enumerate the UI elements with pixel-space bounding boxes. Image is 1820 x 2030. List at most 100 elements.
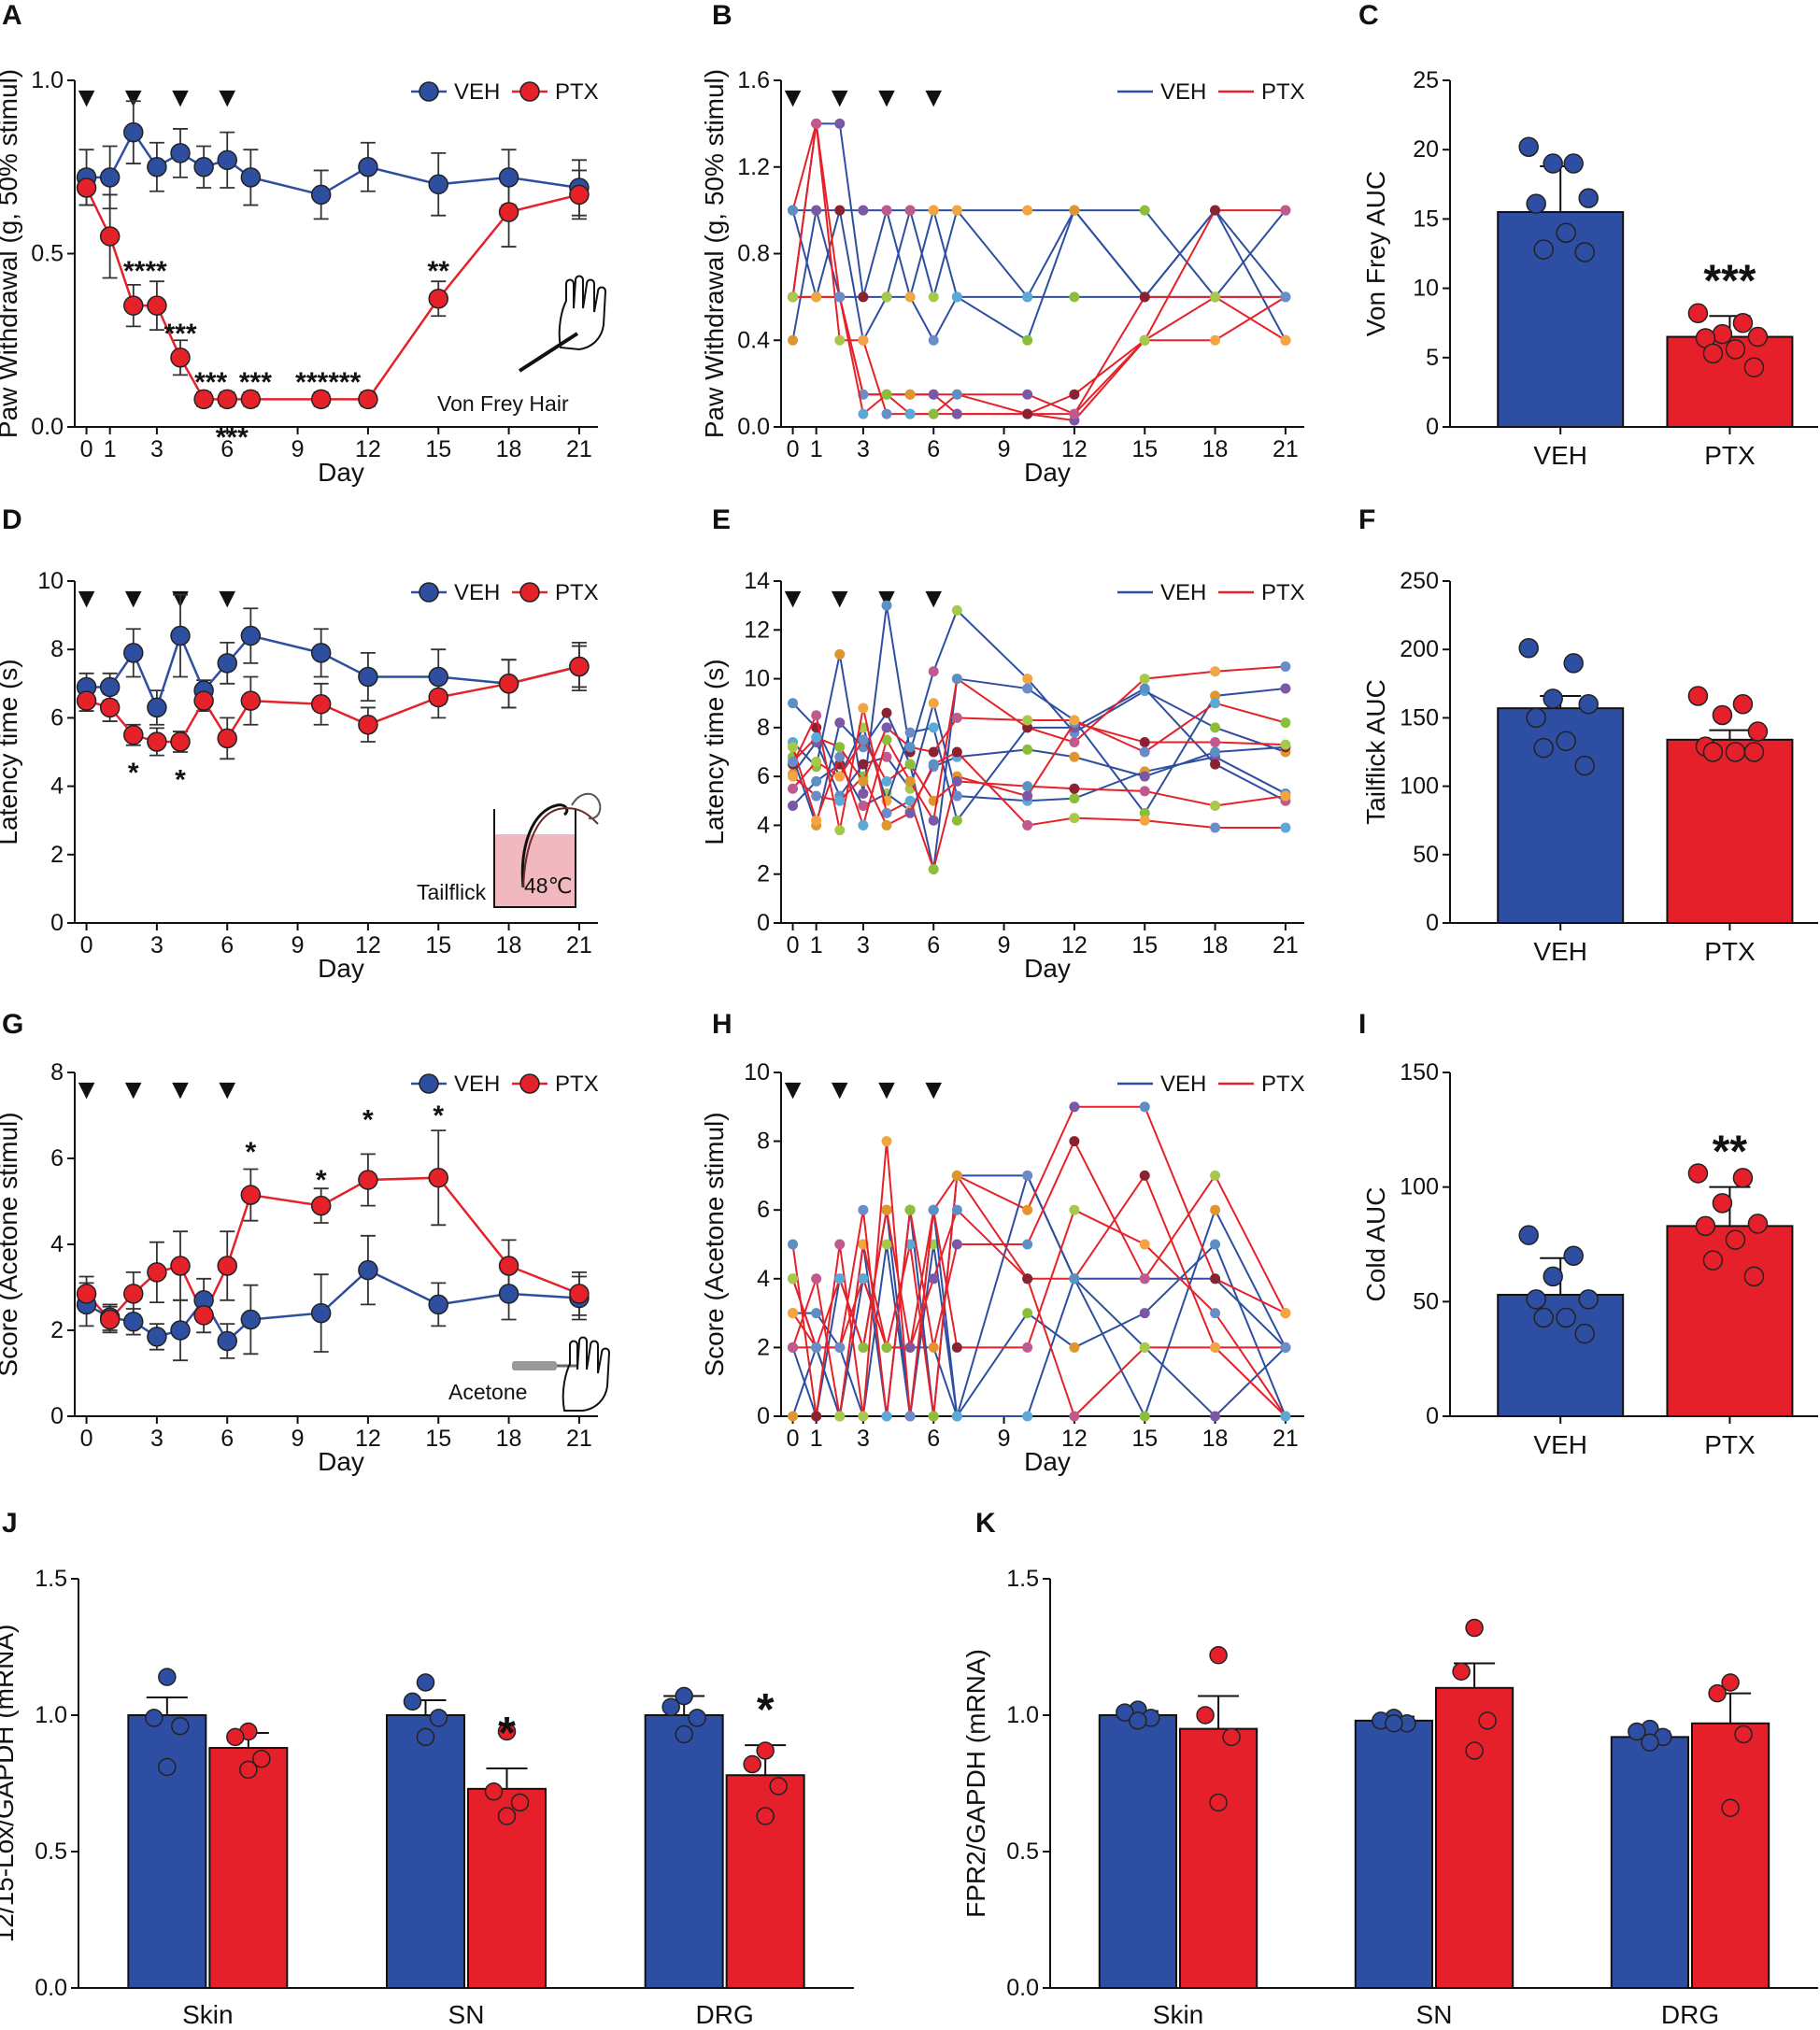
panel-a-x-tick-label: 6 [220,436,234,462]
data-point-veh [1210,759,1221,770]
panel-a-y-tick-label: 0.5 [31,241,64,267]
data-point-veh [1210,746,1221,758]
data-point-veh [928,291,939,303]
panel-b-x-tick-label: 21 [1273,436,1299,462]
mean-point-veh [310,1302,332,1324]
data-point-veh [1518,136,1539,157]
data-point-ptx [788,291,799,303]
data-point-ptx [788,1273,799,1285]
vonfrey-label: Von Frey Hair [437,391,569,416]
data-point-veh [145,1709,164,1727]
panel-e-x-tick-label: 21 [1273,932,1299,958]
panel-d-y-tick-label: 6 [50,704,64,731]
panel-k-fpr2-mrna: 0.0 0.5 1.0 1.5 FPR2/GAPDH (mRNA) Skin SN DRG [961,1566,1818,2029]
data-point-ptx [1687,303,1709,324]
panel-h-x-tick-label: 21 [1273,1426,1299,1452]
significance-label: * [433,1100,444,1131]
mean-point-ptx [170,731,191,752]
data-point-ptx [743,1754,761,1774]
data-point-veh [788,1411,799,1422]
panel-b-x-tick-label: 15 [1131,436,1158,462]
panel-b-x-tick-label: 12 [1061,436,1088,462]
data-point-ptx [928,1342,939,1353]
data-point-veh [928,334,939,346]
data-point-ptx [510,1793,530,1812]
mean-point-ptx [193,389,214,410]
data-point-ptx [1022,1342,1033,1353]
data-point-ptx [1069,408,1080,419]
data-point-ptx [1743,742,1765,762]
data-point-veh [858,205,869,216]
panel-h-y-tick-label: 2 [757,1334,770,1360]
data-point-veh [1526,1289,1546,1310]
data-point-ptx [951,408,962,419]
bar-veh-skin [1098,1714,1178,1989]
panel-g-y-tick-label: 0 [50,1403,64,1429]
panel-c-vonfrey-auc: 0 5 10 15 20 25 Von Frey AUC VEH PTX *** [1361,67,1818,470]
data-point-ptx [928,1411,939,1422]
data-point-ptx [484,1782,504,1801]
mean-point-ptx [170,1256,191,1276]
panel-h-x-tick-label: 12 [1061,1426,1088,1452]
bar-veh-sn [386,1714,465,1989]
data-point-ptx [904,1411,916,1422]
panel-b-y-label: Paw Withdrawal (g, 50% stimul) [700,69,729,438]
data-point-ptx [928,389,939,400]
category-label-sn: SN [1416,2000,1453,2029]
data-point-ptx [904,742,916,753]
mean-point-ptx [99,697,121,718]
acetone-paw-icon [562,1336,611,1412]
data-point-ptx [1022,1239,1033,1250]
data-point-veh [1543,1266,1563,1287]
mean-point-ptx [76,690,97,711]
data-point-ptx [881,1342,892,1353]
panel-i-y-tick-label: 100 [1400,1174,1439,1200]
mean-point-ptx [358,714,378,735]
tailflick-label: Tailflick [417,880,487,904]
data-point-ptx [1210,1170,1221,1181]
data-point-ptx [1210,1342,1221,1353]
data-point-ptx [881,408,892,419]
data-point-veh [811,1308,822,1319]
data-point-ptx [252,1749,271,1768]
data-point-ptx [1280,1411,1291,1422]
data-point-ptx [1280,334,1291,346]
data-point-ptx [1139,1239,1150,1250]
injection-marker-icon: ▼ [213,82,241,113]
data-point-ptx [1069,389,1080,400]
panel-j-y-label: 12/15-Lox/GAPDH (mRNA) [0,1625,19,1943]
data-point-veh [951,1411,962,1422]
vonfrey-schematic: Von Frey Hair [437,275,607,416]
data-point-veh [1210,1411,1221,1422]
data-point-ptx [1747,1214,1769,1234]
mean-point-ptx [147,295,167,316]
data-point-ptx [788,1342,799,1353]
data-point-ptx [1725,1229,1746,1250]
data-point-veh [788,698,799,709]
data-point-veh [928,1239,939,1250]
data-point-ptx [1139,737,1150,748]
panel-g-x-label: Day [318,1447,364,1476]
data-point-ptx [1280,739,1291,750]
legend-label-ptx: PTX [1261,580,1305,605]
data-point-ptx [1747,721,1769,742]
data-point-veh [1556,1307,1576,1328]
panel-g-acetone-mean: 0 2 4 6 8 Score (Acetone stimul) 0 3 6 9 12 15 18 21 D… [0,1059,599,1476]
panel-d-x-tick-label: 15 [425,932,451,958]
data-point-veh [1069,793,1080,804]
injection-marker-icon: ▼ [120,1074,148,1105]
data-point-veh [1022,291,1033,303]
panel-e-x-tick-label: 18 [1202,932,1229,958]
panel-b-x-tick-label: 1 [810,436,823,462]
injection-marker-icon: ▼ [779,583,807,614]
panel-g-y-label: Score (Acetone stimul) [0,1112,22,1376]
mean-point-veh [428,174,448,195]
bar-veh-drg [644,1714,724,1989]
bar-veh [1497,210,1625,428]
mean-point-ptx [569,184,590,206]
data-point-ptx [834,771,846,782]
data-point-ptx [904,795,916,806]
data-point-ptx [1732,1168,1754,1188]
legend-label-ptx: PTX [555,1072,599,1097]
panel-a-y-tick-label: 0.0 [31,414,64,440]
